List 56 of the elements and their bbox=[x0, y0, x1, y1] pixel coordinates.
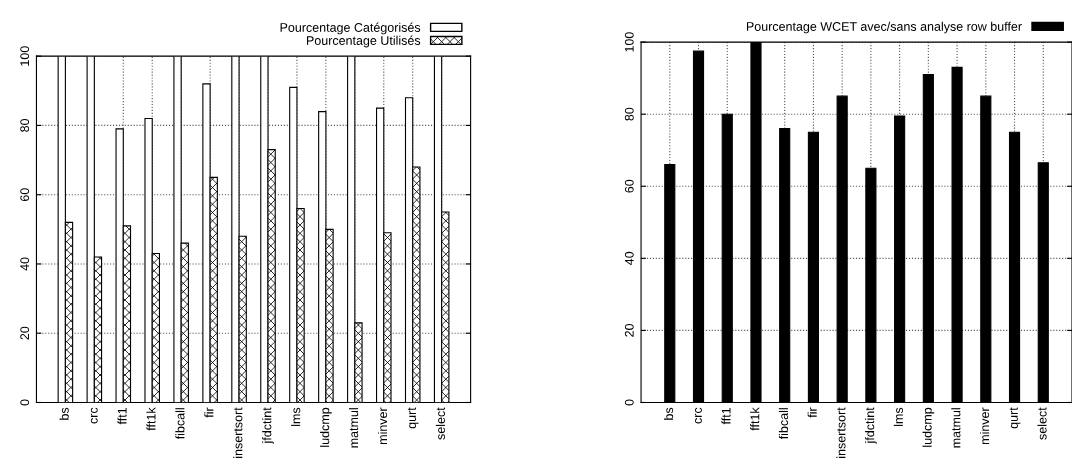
x-tick-label: crc bbox=[695, 407, 702, 424]
bar bbox=[980, 95, 992, 403]
x-tick-label: fir bbox=[807, 407, 817, 418]
bar bbox=[721, 113, 733, 403]
x-tick-label: fibcall bbox=[778, 408, 789, 440]
x-tick-label: lms bbox=[291, 407, 301, 426]
x-tick-label: fft1k bbox=[146, 407, 156, 431]
x-tick-label: insertsort bbox=[233, 407, 243, 458]
bar bbox=[865, 167, 877, 403]
y-tick-label: 20 bbox=[624, 323, 634, 337]
x-tick-label: qurt bbox=[1009, 407, 1021, 429]
x-tick-label: jfdctint bbox=[865, 407, 877, 444]
x-tick-label: select bbox=[1037, 407, 1047, 440]
bar bbox=[779, 128, 791, 403]
y-tick-label: 60 bbox=[20, 188, 30, 201]
legend-label: Pourcentage WCET avec/sans analyse row buffer bbox=[746, 21, 1022, 34]
y-tick-label: 80 bbox=[624, 107, 634, 121]
y-tick-label: 20 bbox=[20, 326, 30, 340]
bar bbox=[692, 50, 705, 403]
bar bbox=[922, 73, 934, 403]
x-tick-label: lms bbox=[893, 407, 903, 426]
x-tick-label: qurt bbox=[407, 407, 419, 429]
x-tick-label: fft1k bbox=[750, 407, 760, 431]
bar bbox=[1037, 162, 1049, 403]
x-tick-label: bs bbox=[59, 407, 69, 420]
x-tick-label: jfdctint bbox=[262, 407, 274, 444]
bar bbox=[836, 95, 848, 403]
y-tick-label: 0 bbox=[20, 399, 30, 406]
y-tick-label: 40 bbox=[624, 251, 634, 265]
y-tick-label: 80 bbox=[20, 118, 30, 132]
y-tick-label: 60 bbox=[624, 179, 634, 193]
x-tick-label: minver bbox=[377, 407, 388, 445]
bar bbox=[894, 115, 906, 403]
y-tick-label: 0 bbox=[624, 399, 634, 406]
x-tick-label: crc bbox=[90, 407, 98, 424]
x-tick-label: bs bbox=[663, 407, 674, 420]
x-tick-label: fft1 bbox=[721, 407, 731, 425]
legend-label: Pourcentage Utilisés bbox=[307, 35, 421, 48]
bar bbox=[1008, 131, 1021, 403]
x-tick-label: matmul bbox=[951, 408, 961, 448]
x-tick-label: matmul bbox=[349, 408, 359, 448]
x-tick-label: fibcall bbox=[175, 408, 185, 440]
y-tick-label: 100 bbox=[20, 46, 30, 66]
x-tick-label: fir bbox=[204, 407, 214, 418]
bar bbox=[664, 164, 676, 403]
y-tick-label: 40 bbox=[20, 257, 30, 271]
legend-label: Pourcentage Catégorisés bbox=[280, 22, 421, 35]
x-tick-label: fft1 bbox=[117, 407, 127, 425]
x-tick-label: minver bbox=[979, 407, 990, 445]
x-tick-label: select bbox=[435, 407, 446, 440]
x-tick-label: insertsort bbox=[836, 407, 846, 458]
bar bbox=[807, 131, 820, 403]
x-tick-label: ludcmp bbox=[320, 407, 332, 447]
y-tick-label: 100 bbox=[624, 32, 634, 52]
x-tick-label: ludcmp bbox=[922, 407, 935, 447]
bar bbox=[951, 66, 963, 403]
